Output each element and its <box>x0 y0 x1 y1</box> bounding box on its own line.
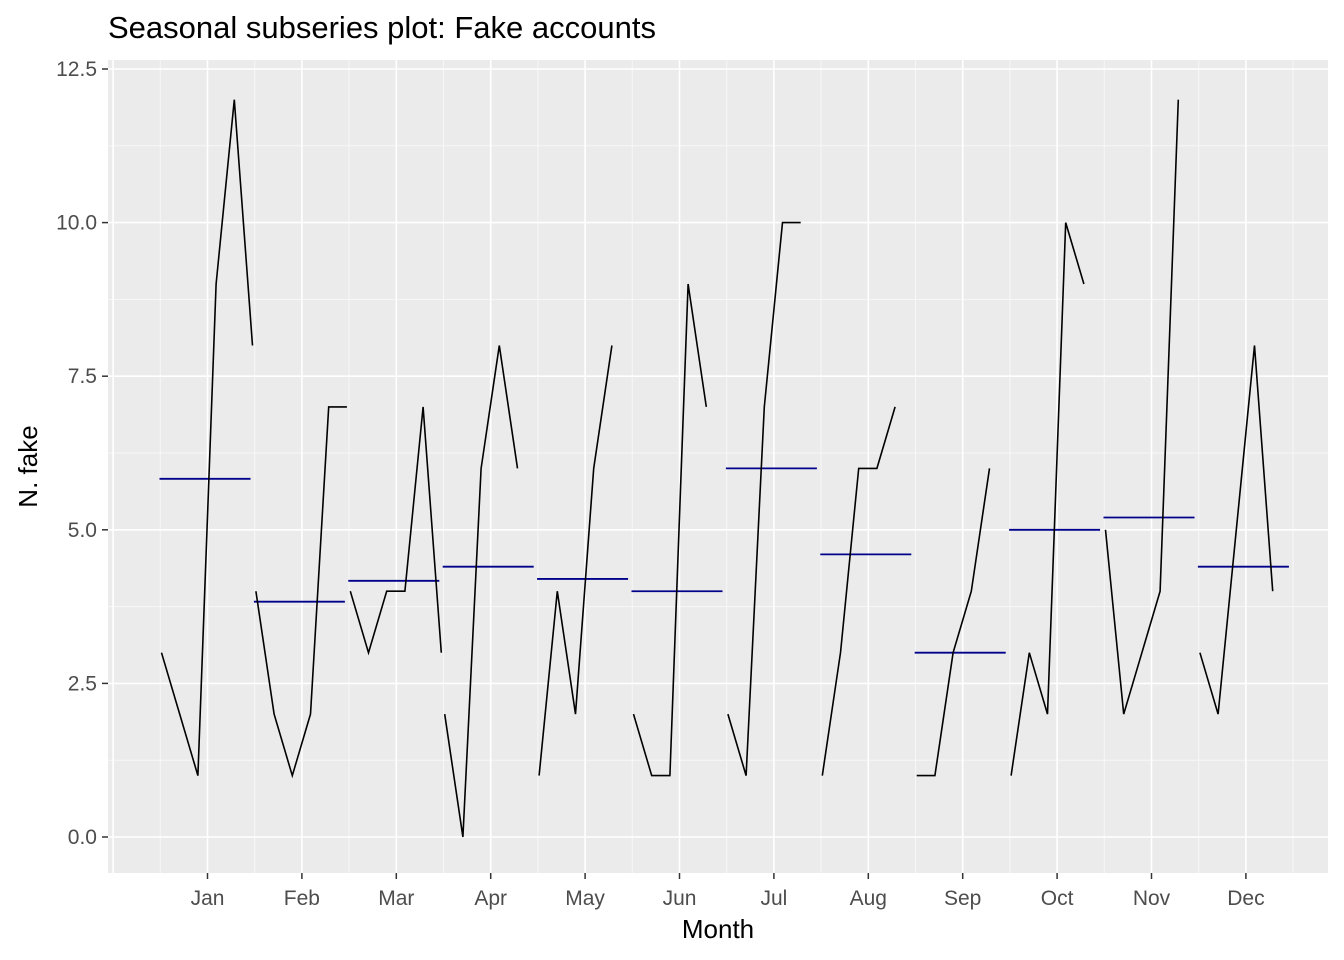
series-line-jan <box>160 99 254 776</box>
x-tick-label-may: May <box>565 887 605 910</box>
series-line-dec <box>1199 345 1274 715</box>
minor-gridlines <box>108 60 1328 873</box>
x-tick-label-feb: Feb <box>284 887 320 910</box>
y-tick-label: 0.0 <box>68 826 97 849</box>
x-tick-label-jun: Jun <box>663 887 697 910</box>
y-tick-label: 7.5 <box>68 365 97 388</box>
x-tick-label-sep: Sep <box>944 887 981 910</box>
x-tick-label-apr: Apr <box>474 887 507 910</box>
series-line-aug <box>821 406 896 776</box>
y-axis-title: N. fake <box>13 425 43 507</box>
series-line-oct <box>1010 222 1085 776</box>
x-tick-label-jul: Jul <box>760 887 787 910</box>
series-line-mar <box>349 406 443 656</box>
chart-title: Seasonal subseries plot: Fake accounts <box>108 10 656 45</box>
x-tick-label-jan: Jan <box>191 887 225 910</box>
x-tick-label-dec: Dec <box>1227 887 1264 910</box>
series-lines <box>160 99 1274 838</box>
x-axis: Jan Feb Mar Apr May Jun Jul Aug Sep Oct Nov Dec <box>191 873 1265 910</box>
series-line-nov <box>1104 99 1180 715</box>
y-tick-label: 12.5 <box>56 58 97 81</box>
x-tick-label-aug: Aug <box>850 887 887 910</box>
y-tick-label: 5.0 <box>68 519 97 542</box>
x-axis-title: Month <box>682 914 754 944</box>
series-line-jun <box>632 283 708 777</box>
x-tick-label-nov: Nov <box>1133 887 1171 910</box>
x-tick-label-mar: Mar <box>378 887 414 910</box>
y-tick-label: 10.0 <box>56 212 97 235</box>
series-line-sep <box>916 468 991 777</box>
series-line-may <box>538 345 613 776</box>
series-line-feb <box>255 406 347 779</box>
x-tick-label-oct: Oct <box>1041 887 1074 910</box>
series-line-apr <box>443 345 519 838</box>
plot-panel <box>108 60 1328 873</box>
y-axis: 0.0 2.5 5.0 7.5 10.0 12.5 <box>56 58 108 849</box>
series-line-jul <box>727 221 801 776</box>
major-gridlines <box>108 60 1328 873</box>
y-tick-label: 2.5 <box>68 672 97 695</box>
